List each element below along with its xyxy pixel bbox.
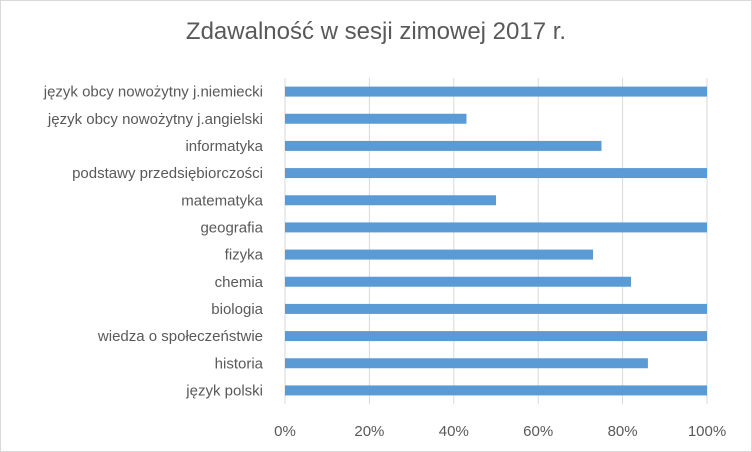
- category-label: chemia: [215, 274, 264, 291]
- x-tick-label: 40%: [439, 423, 469, 440]
- x-tick-label: 20%: [354, 423, 384, 440]
- bar: [285, 276, 632, 287]
- bar: [285, 222, 707, 233]
- category-label: matematyka: [181, 192, 263, 209]
- category-label: biologia: [211, 301, 263, 318]
- bar: [285, 385, 707, 396]
- chart-title: Zdawalność w sesji zimowej 2017 r.: [185, 18, 567, 45]
- x-tick-label: 60%: [523, 423, 553, 440]
- category-label: geografia: [200, 219, 263, 236]
- bar: [285, 195, 496, 206]
- x-tick-label: 80%: [608, 423, 638, 440]
- category-label: podstawy przedsiębiorczości: [72, 165, 263, 182]
- x-tick-label: 100%: [688, 423, 726, 440]
- bar: [285, 113, 467, 124]
- category-label: fizyka: [225, 247, 264, 264]
- bar: [285, 86, 707, 97]
- bar: [285, 140, 602, 151]
- category-label: język obcy nowożytny j.niemiecki: [43, 84, 263, 101]
- bar: [285, 358, 648, 369]
- category-label: język polski: [185, 382, 263, 399]
- category-label: wiedza o społeczeństwie: [97, 328, 263, 345]
- bar: [285, 331, 707, 342]
- bar: [285, 249, 594, 260]
- category-label: historia: [215, 355, 264, 372]
- bar: [285, 303, 707, 314]
- x-tick-label: 0%: [274, 423, 296, 440]
- category-label: informatyka: [185, 138, 263, 155]
- category-labels: język obcy nowożytny j.niemiecki język ob…: [43, 84, 264, 400]
- x-axis-tick-labels: 0% 20% 40% 60% 80% 100%: [274, 423, 726, 440]
- gridlines: [284, 78, 708, 404]
- bars: [285, 86, 707, 396]
- category-label: język obcy nowożytny j.angielski: [47, 111, 263, 128]
- bar: [285, 168, 707, 179]
